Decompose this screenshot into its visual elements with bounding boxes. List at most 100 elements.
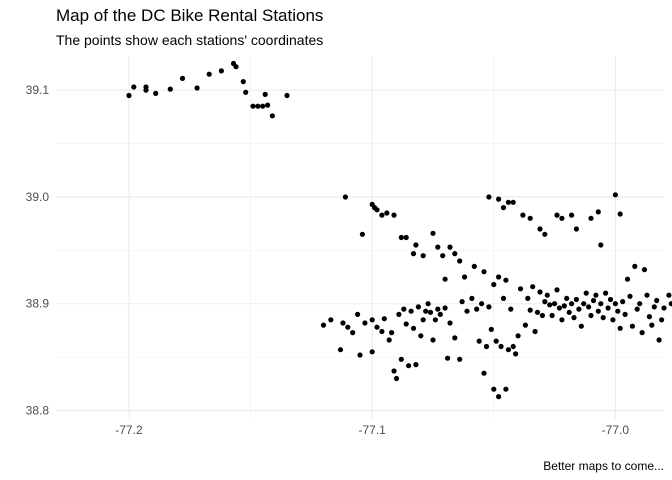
station-point [530, 284, 536, 290]
station-point [430, 337, 436, 343]
station-point [408, 308, 414, 314]
station-point [517, 286, 524, 292]
station-point [503, 277, 509, 283]
station-point [581, 301, 587, 307]
station-point [420, 317, 426, 323]
station-point [345, 324, 351, 330]
station-point [413, 362, 419, 368]
station-point [542, 299, 548, 305]
station-point [374, 207, 380, 213]
station-point [425, 301, 431, 307]
station-point [435, 306, 441, 312]
station-point [479, 301, 485, 307]
station-point [498, 343, 504, 350]
station-point [369, 349, 375, 355]
station-point [131, 84, 137, 90]
station-point [646, 314, 653, 320]
x-tick-label: -77.1 [358, 423, 386, 437]
station-point [659, 317, 665, 323]
station-point [427, 309, 434, 315]
station-point [240, 79, 246, 85]
station-point [265, 102, 271, 108]
station-point [559, 317, 565, 323]
station-point [457, 356, 463, 362]
station-point [595, 209, 601, 215]
station-point [559, 215, 565, 221]
station-point [481, 370, 487, 376]
station-point [617, 325, 623, 331]
station-point [612, 301, 619, 307]
station-point [379, 212, 385, 218]
y-tick-label: 38.8 [26, 404, 50, 418]
station-point [588, 312, 594, 319]
chart-subtitle: The points show each stations' coordinat… [56, 32, 324, 48]
station-point [483, 343, 490, 350]
station-point [649, 322, 655, 328]
station-point [486, 194, 492, 200]
station-point [447, 244, 453, 250]
station-point [600, 315, 606, 321]
station-point [415, 304, 421, 310]
data-points [126, 60, 672, 400]
station-point [576, 306, 582, 312]
station-point [320, 322, 327, 328]
station-point [629, 323, 636, 329]
station-point [593, 292, 599, 298]
station-point [167, 86, 173, 92]
station-point [357, 352, 363, 358]
station-point [539, 312, 546, 319]
station-point [571, 315, 577, 321]
station-point [617, 211, 623, 217]
station-point [661, 305, 667, 311]
station-point [491, 386, 497, 392]
station-point [639, 330, 645, 336]
station-point [534, 309, 541, 315]
station-point [379, 328, 385, 335]
station-point [350, 330, 356, 336]
station-point [503, 386, 509, 392]
station-point [532, 328, 538, 335]
station-point [496, 274, 502, 280]
station-point [566, 309, 572, 315]
station-point [143, 84, 149, 90]
station-point [423, 308, 429, 314]
station-point [641, 267, 648, 273]
station-point [656, 337, 662, 343]
station-point [496, 394, 502, 400]
station-point [430, 230, 436, 236]
station-point [355, 311, 361, 317]
station-point [437, 311, 443, 317]
station-point [243, 89, 249, 95]
station-point [410, 251, 417, 257]
station-point [588, 215, 594, 221]
station-point [491, 281, 497, 288]
station-point [505, 199, 511, 205]
station-point [520, 212, 526, 218]
station-point [605, 305, 611, 311]
station-point [603, 290, 609, 296]
station-point [651, 304, 657, 310]
station-point [561, 303, 567, 309]
station-point [569, 301, 575, 307]
station-point [598, 301, 604, 307]
station-point [442, 305, 448, 311]
station-point [464, 308, 470, 314]
station-point [359, 231, 365, 237]
station-point [337, 347, 344, 353]
station-point [615, 308, 621, 314]
station-point [250, 103, 256, 109]
station-point [391, 212, 397, 218]
station-point [515, 333, 521, 339]
station-point [362, 320, 368, 326]
station-point [440, 253, 446, 259]
station-point [432, 317, 438, 323]
station-point [527, 215, 533, 221]
station-point [595, 308, 601, 314]
station-point [537, 226, 543, 232]
station-point [396, 311, 402, 317]
station-point [578, 323, 584, 329]
station-point [233, 64, 239, 70]
station-point [410, 325, 417, 331]
station-point [564, 295, 570, 301]
